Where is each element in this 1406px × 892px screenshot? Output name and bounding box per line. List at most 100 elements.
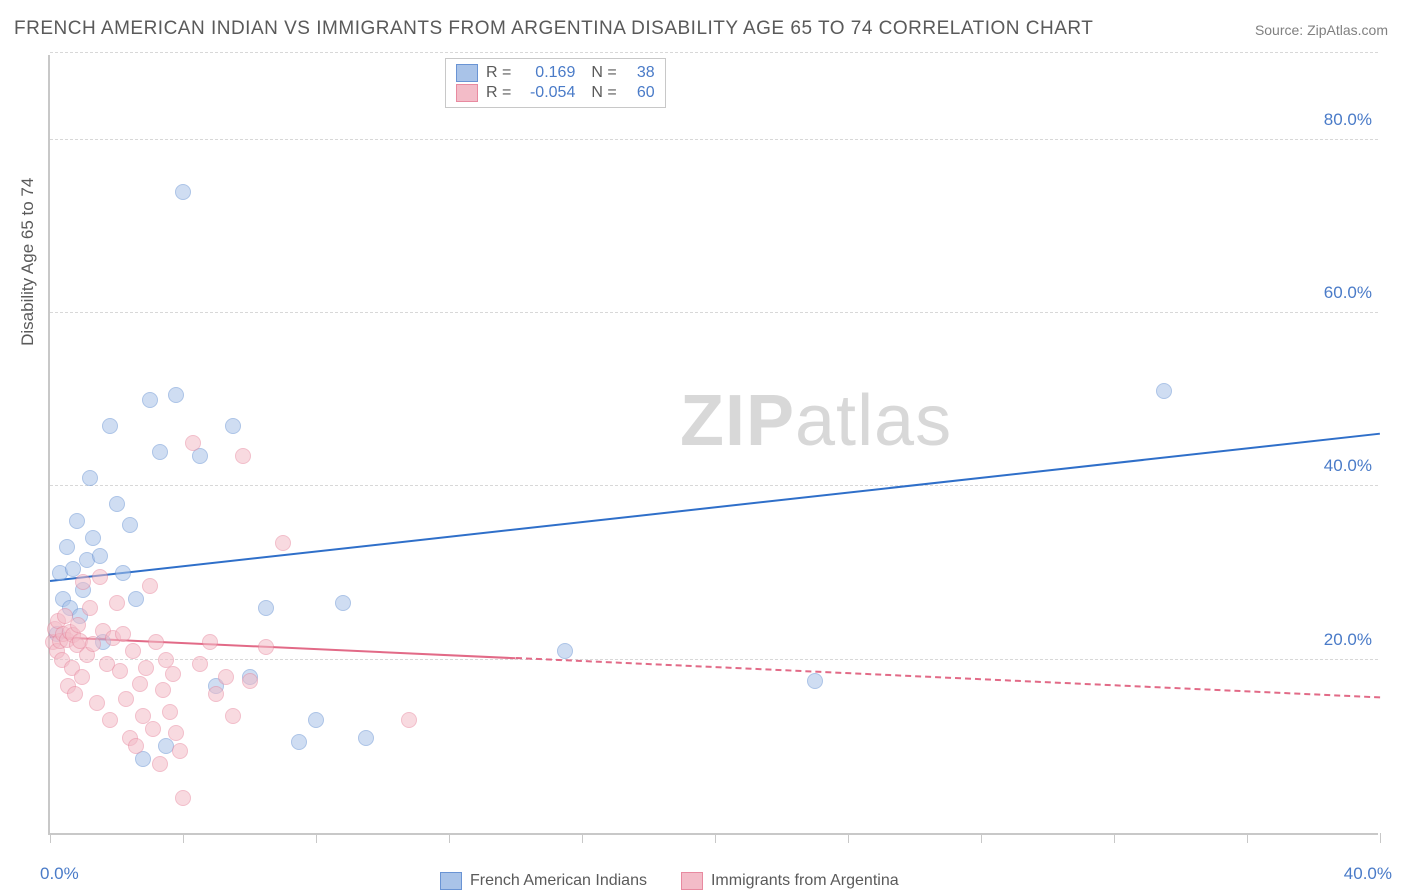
data-point bbox=[308, 712, 324, 728]
data-point bbox=[125, 643, 141, 659]
data-point bbox=[70, 617, 86, 633]
data-point bbox=[152, 444, 168, 460]
data-point bbox=[225, 708, 241, 724]
n-value: 38 bbox=[625, 64, 655, 82]
data-point bbox=[92, 548, 108, 564]
data-point bbox=[275, 535, 291, 551]
data-point bbox=[235, 448, 251, 464]
r-value: 0.169 bbox=[519, 64, 575, 82]
data-point bbox=[85, 530, 101, 546]
x-tick bbox=[582, 833, 583, 843]
data-point bbox=[335, 595, 351, 611]
data-point bbox=[142, 578, 158, 594]
legend-item: Immigrants from Argentina bbox=[681, 872, 899, 890]
y-tick-label: 20.0% bbox=[1324, 630, 1372, 650]
legend-label: French American Indians bbox=[470, 872, 647, 890]
y-axis-title: Disability Age 65 to 74 bbox=[18, 178, 38, 346]
correlation-legend: R =0.169N =38R =-0.054N =60 bbox=[445, 58, 666, 108]
x-tick bbox=[715, 833, 716, 843]
x-axis-label-min: 0.0% bbox=[40, 864, 79, 884]
x-tick bbox=[183, 833, 184, 843]
data-point bbox=[132, 676, 148, 692]
data-point bbox=[152, 756, 168, 772]
trend-line bbox=[515, 657, 1380, 698]
data-point bbox=[291, 734, 307, 750]
data-point bbox=[165, 666, 181, 682]
data-point bbox=[92, 569, 108, 585]
legend-swatch bbox=[456, 64, 478, 82]
data-point bbox=[59, 539, 75, 555]
legend-swatch bbox=[681, 872, 703, 890]
data-point bbox=[218, 669, 234, 685]
data-point bbox=[358, 730, 374, 746]
data-point bbox=[1156, 383, 1172, 399]
data-point bbox=[148, 634, 164, 650]
data-point bbox=[142, 392, 158, 408]
legend-row: R = 0.169 N = 38 bbox=[456, 63, 655, 83]
data-point bbox=[258, 639, 274, 655]
gridline bbox=[50, 139, 1378, 140]
r-value: -0.054 bbox=[519, 84, 575, 102]
legend-swatch bbox=[440, 872, 462, 890]
data-point bbox=[192, 656, 208, 672]
data-point bbox=[75, 574, 91, 590]
watermark-light: atlas bbox=[795, 381, 952, 461]
data-point bbox=[118, 691, 134, 707]
data-point bbox=[185, 435, 201, 451]
data-point bbox=[175, 184, 191, 200]
data-point bbox=[175, 790, 191, 806]
data-point bbox=[115, 565, 131, 581]
legend-row: R =-0.054N =60 bbox=[456, 83, 655, 103]
n-label: N = bbox=[591, 84, 616, 102]
data-point bbox=[67, 686, 83, 702]
gridline bbox=[50, 52, 1378, 53]
data-point bbox=[109, 595, 125, 611]
data-point bbox=[401, 712, 417, 728]
data-point bbox=[109, 496, 125, 512]
legend-item: French American Indians bbox=[440, 872, 647, 890]
y-tick-label: 80.0% bbox=[1324, 110, 1372, 130]
data-point bbox=[155, 682, 171, 698]
x-tick bbox=[50, 833, 51, 843]
data-point bbox=[208, 686, 224, 702]
x-tick bbox=[1380, 833, 1381, 843]
x-tick bbox=[1247, 833, 1248, 843]
gridline bbox=[50, 659, 1378, 660]
n-label: N = bbox=[591, 64, 616, 82]
y-tick-label: 60.0% bbox=[1324, 283, 1372, 303]
gridline bbox=[50, 485, 1378, 486]
data-point bbox=[557, 643, 573, 659]
data-point bbox=[112, 663, 128, 679]
x-tick bbox=[449, 833, 450, 843]
legend-label: Immigrants from Argentina bbox=[711, 872, 899, 890]
r-label: R = bbox=[486, 84, 511, 102]
data-point bbox=[225, 418, 241, 434]
watermark-bold: ZIP bbox=[680, 381, 795, 461]
data-point bbox=[102, 712, 118, 728]
data-point bbox=[69, 513, 85, 529]
data-point bbox=[102, 418, 118, 434]
chart-title: FRENCH AMERICAN INDIAN VS IMMIGRANTS FRO… bbox=[14, 18, 1093, 40]
data-point bbox=[115, 626, 131, 642]
data-point bbox=[82, 470, 98, 486]
data-point bbox=[82, 600, 98, 616]
data-point bbox=[168, 387, 184, 403]
data-point bbox=[168, 725, 184, 741]
legend-swatch bbox=[456, 84, 478, 102]
data-point bbox=[138, 660, 154, 676]
x-tick bbox=[848, 833, 849, 843]
data-point bbox=[145, 721, 161, 737]
data-point bbox=[89, 695, 105, 711]
x-tick bbox=[1114, 833, 1115, 843]
data-point bbox=[122, 517, 138, 533]
data-point bbox=[202, 634, 218, 650]
y-tick-label: 40.0% bbox=[1324, 456, 1372, 476]
data-point bbox=[258, 600, 274, 616]
watermark: ZIPatlas bbox=[680, 380, 952, 462]
series-legend: French American Indians Immigrants from A… bbox=[440, 872, 899, 890]
data-point bbox=[128, 738, 144, 754]
data-point bbox=[162, 704, 178, 720]
r-label: R = bbox=[486, 64, 511, 82]
data-point bbox=[158, 652, 174, 668]
data-point bbox=[128, 591, 144, 607]
